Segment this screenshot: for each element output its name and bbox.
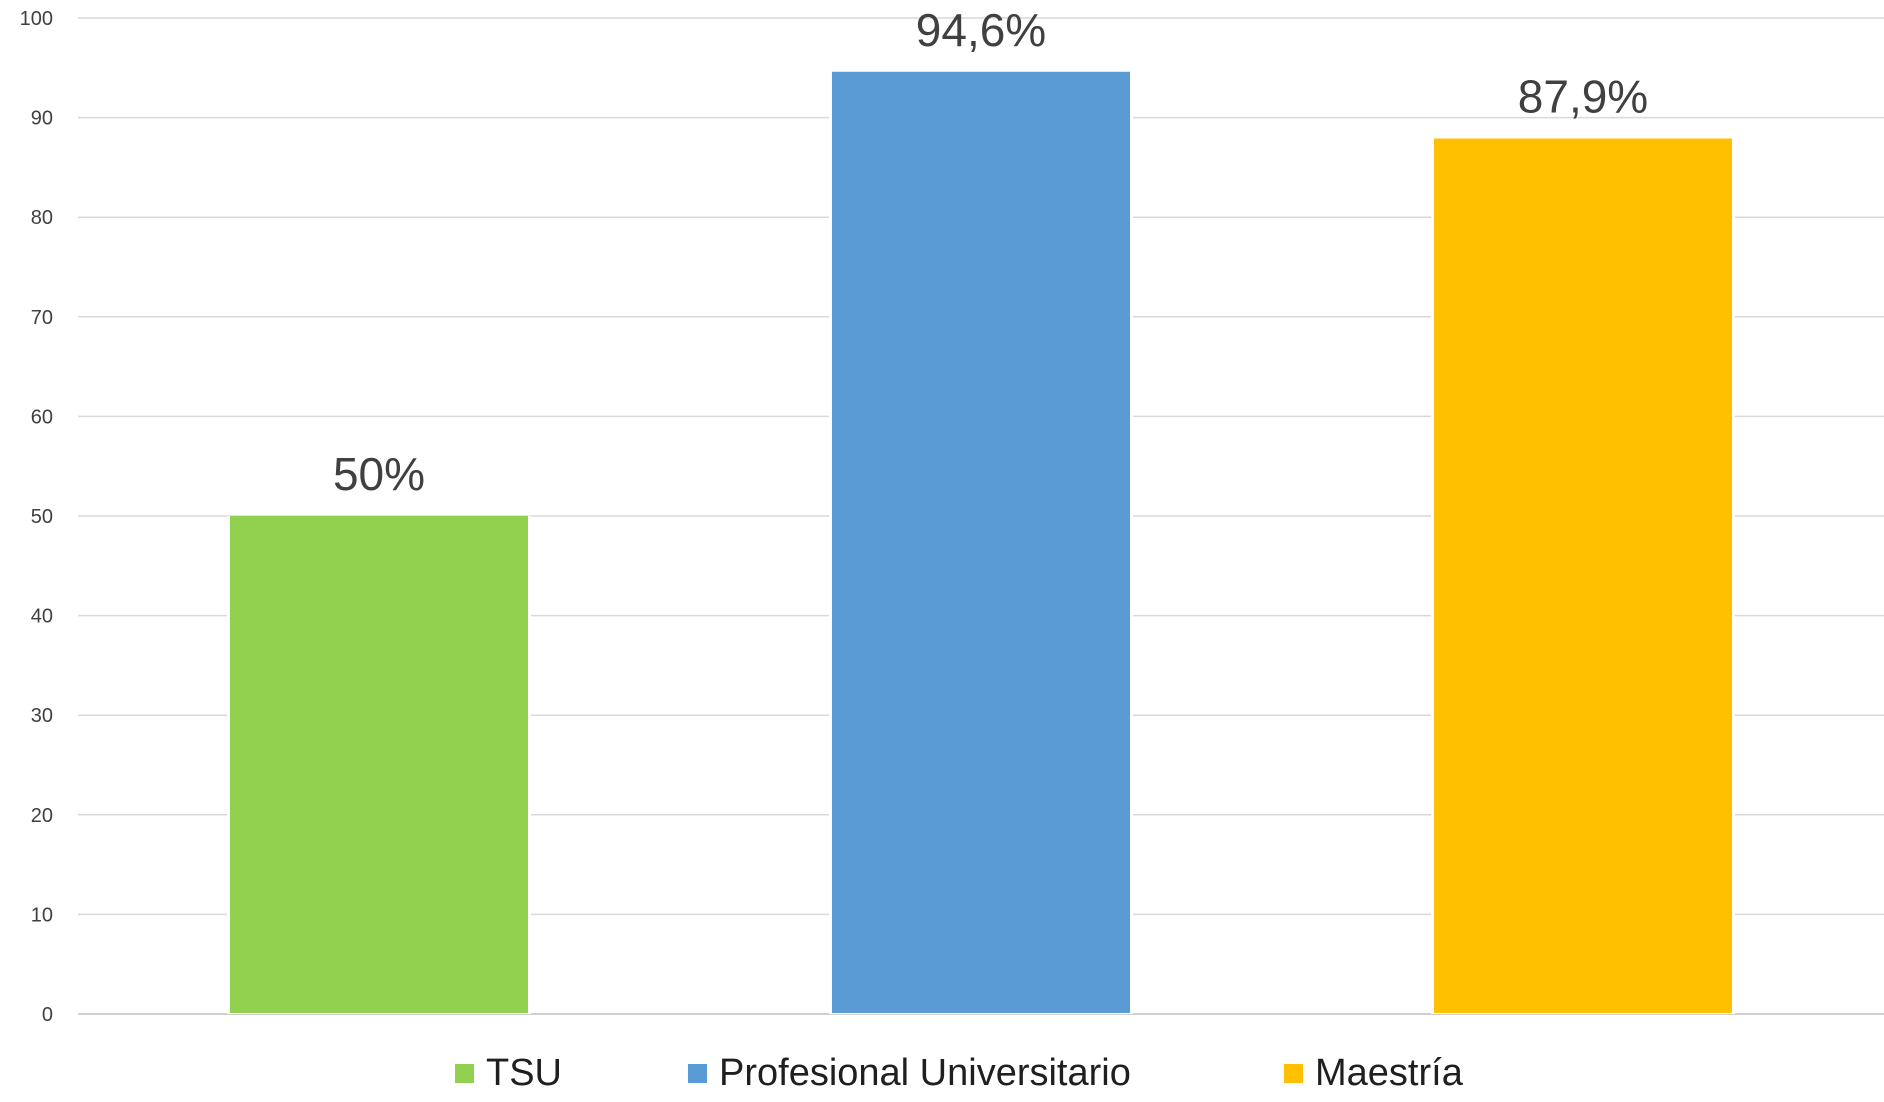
legend-label: Maestría bbox=[1315, 1052, 1464, 1094]
y-axis-ticks: 0 10 20 30 40 50 60 70 80 90 100 bbox=[20, 8, 53, 1026]
bars bbox=[226, 18, 1735, 1015]
data-label: 87,9% bbox=[1518, 71, 1648, 123]
y-tick-label: 100 bbox=[20, 8, 53, 30]
y-tick-label: 60 bbox=[31, 406, 53, 428]
bar-spacer bbox=[226, 18, 532, 514]
data-labels: 50% 94,6% 87,9% bbox=[333, 4, 1648, 500]
y-tick-label: 80 bbox=[31, 207, 53, 229]
y-tick-label: 70 bbox=[31, 307, 53, 329]
y-tick-label: 10 bbox=[31, 904, 53, 926]
legend: TSU Profesional Universitario Maestría bbox=[455, 1052, 1464, 1094]
bar-3 bbox=[1434, 138, 1732, 1014]
y-tick-label: 40 bbox=[31, 606, 53, 628]
y-tick-label: 90 bbox=[31, 108, 53, 130]
y-tick-label: 30 bbox=[31, 705, 53, 727]
bar-1 bbox=[230, 516, 528, 1013]
legend-swatch bbox=[455, 1064, 474, 1083]
legend-label: Profesional Universitario bbox=[719, 1052, 1131, 1094]
data-label: 50% bbox=[333, 448, 425, 500]
bar-2 bbox=[832, 71, 1130, 1013]
legend-swatch bbox=[688, 1064, 707, 1083]
legend-label: TSU bbox=[486, 1052, 562, 1094]
data-label: 94,6% bbox=[916, 4, 1046, 56]
y-tick-label: 0 bbox=[42, 1004, 53, 1026]
legend-swatch bbox=[1284, 1064, 1303, 1083]
y-tick-label: 20 bbox=[31, 805, 53, 827]
y-tick-label: 50 bbox=[31, 506, 53, 528]
